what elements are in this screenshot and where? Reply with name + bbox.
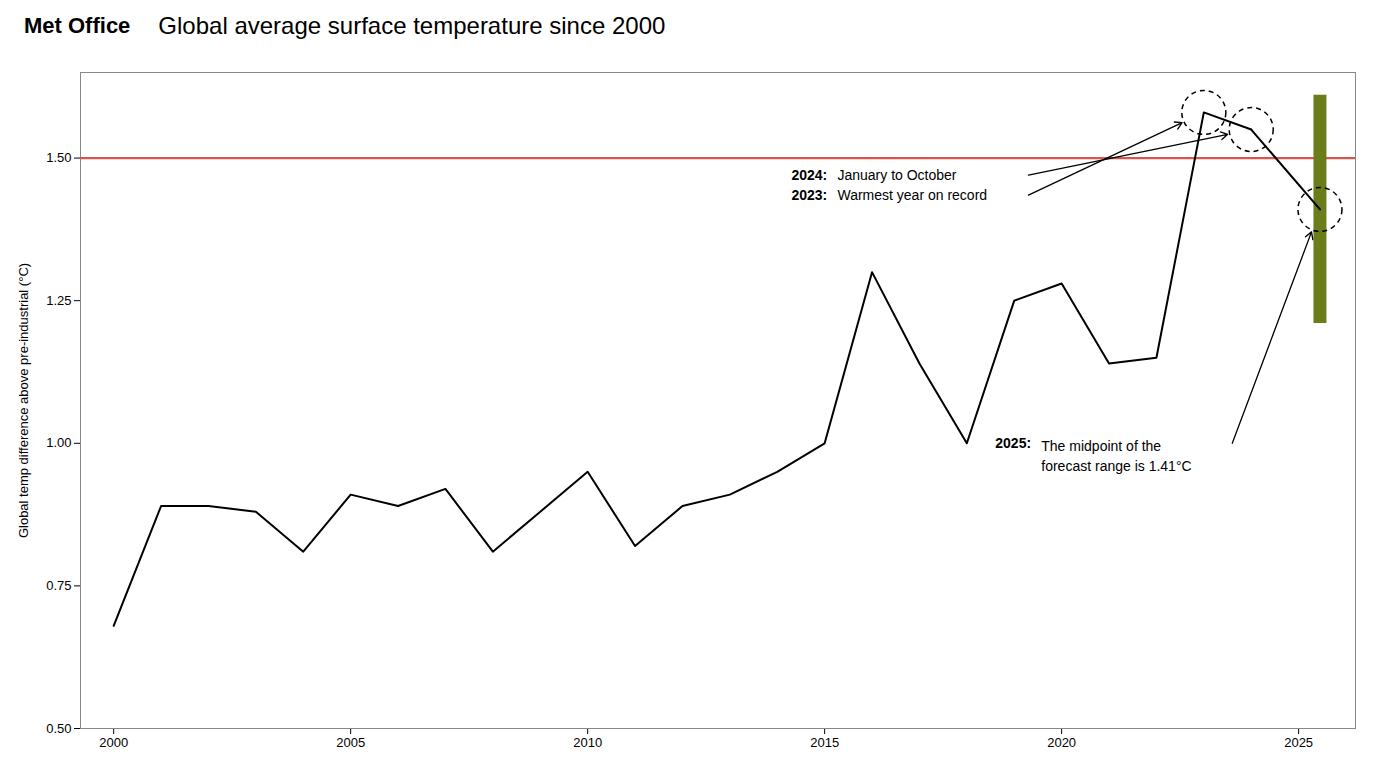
svg-text:1.00: 1.00: [46, 435, 71, 450]
svg-text:Global temp difference above p: Global temp difference above pre-industr…: [16, 263, 31, 538]
svg-text:1.25: 1.25: [46, 293, 71, 308]
svg-text:2023:: 2023:: [791, 187, 827, 203]
svg-text:2015: 2015: [810, 735, 839, 750]
svg-text:0.50: 0.50: [46, 721, 71, 736]
svg-text:2025:: 2025:: [995, 435, 1031, 451]
html-text:Met Office: Met Office: [24, 13, 131, 38]
svg-text:The midpoint of theforecast ra: The midpoint of theforecast range is 1.4…: [1041, 438, 1191, 474]
svg-text:2020: 2020: [1047, 735, 1076, 750]
svg-text:2010: 2010: [573, 735, 602, 750]
svg-text:2024:: 2024:: [791, 167, 827, 183]
svg-text:January to October: January to October: [837, 167, 956, 183]
html-text:Global average surface tempera: Global average surface temperature since…: [158, 12, 666, 39]
svg-text:Warmest year on record: Warmest year on record: [837, 187, 987, 203]
svg-text:1.50: 1.50: [46, 150, 71, 165]
svg-text:2000: 2000: [99, 735, 128, 750]
svg-text:2005: 2005: [336, 735, 365, 750]
svg-text:0.75: 0.75: [46, 578, 71, 593]
svg-text:2025: 2025: [1284, 735, 1313, 750]
